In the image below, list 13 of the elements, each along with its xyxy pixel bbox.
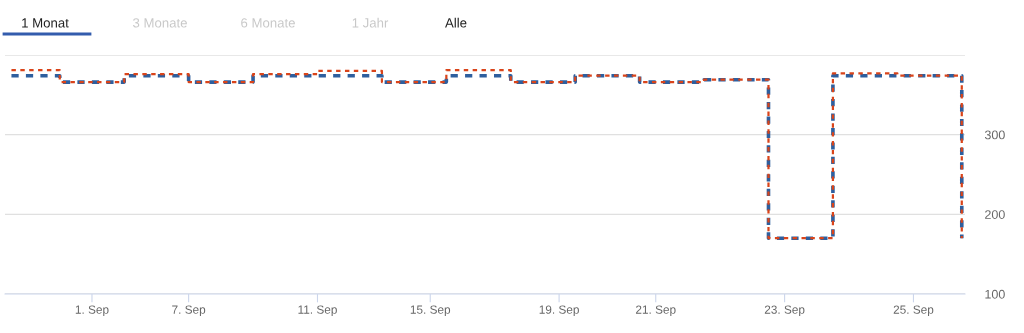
y-tick-label: 300 bbox=[984, 130, 1005, 140]
x-tick-label: 19. Sep bbox=[539, 305, 579, 317]
x-tick-label: 25. Sep bbox=[893, 305, 934, 317]
x-tick-label: 21. Sep bbox=[635, 305, 676, 317]
y-tick-label: 100 bbox=[985, 289, 1005, 299]
x-tick-label: 15. Sep bbox=[410, 305, 451, 317]
x-tick-label: 1. Sep bbox=[75, 305, 109, 317]
text: 1 Monat bbox=[22, 18, 69, 28]
x-tick-label: 11. Sep bbox=[298, 305, 337, 317]
text: Alle bbox=[445, 17, 467, 28]
x-tick-label: 23. Sep bbox=[764, 305, 805, 317]
y-tick-label: 200 bbox=[985, 210, 1005, 219]
x-tick-label: 7. Sep bbox=[172, 305, 206, 317]
